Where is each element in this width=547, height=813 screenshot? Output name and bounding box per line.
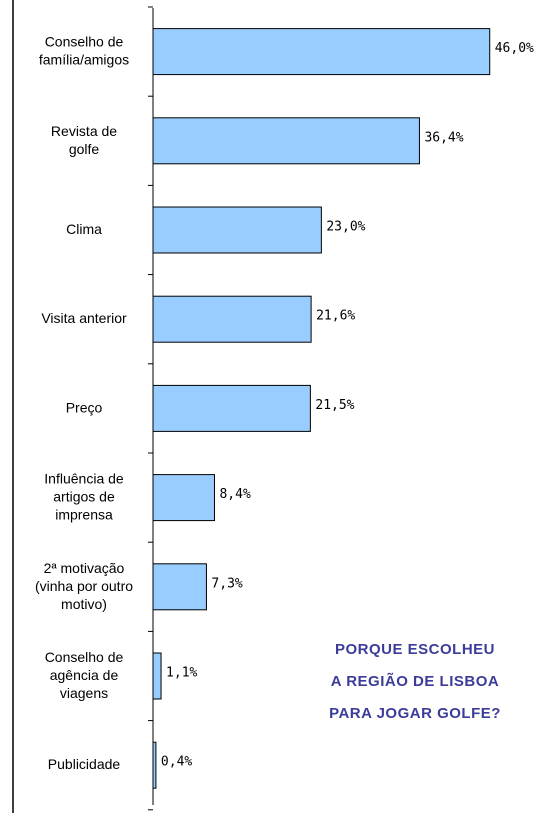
annotation: PORQUE ESCOLHEU — [335, 641, 495, 658]
category-label: Revista de golfe — [51, 123, 117, 157]
bar — [152, 295, 312, 343]
bar — [152, 474, 215, 522]
bar — [152, 652, 162, 700]
value-label: 1,1% — [166, 666, 197, 681]
category-label: Publicidade — [48, 756, 121, 772]
category-label: Influência de artigos de imprensa — [44, 470, 124, 522]
category-label: Conselho de família/amigos — [39, 33, 129, 67]
category-label: Conselho de agência de viagens — [45, 649, 124, 701]
value-label: 0,4% — [161, 755, 192, 770]
value-label: 7,3% — [211, 576, 242, 591]
bar — [152, 384, 311, 432]
bar — [152, 206, 322, 254]
value-label: 21,5% — [315, 398, 354, 413]
bar — [152, 563, 207, 611]
value-label: 8,4% — [219, 487, 250, 502]
value-label: 23,0% — [326, 220, 365, 235]
category-label: 2ª motivação (vinha por outro motivo) — [35, 560, 133, 612]
category-label: Clima — [66, 221, 102, 237]
bar — [152, 741, 157, 789]
category-label: Visita anterior — [41, 310, 127, 326]
annotation: A REGIÃO DE LISBOA — [331, 672, 499, 690]
value-label: 21,6% — [316, 309, 355, 324]
value-label: 46,0% — [495, 41, 534, 56]
bar — [152, 117, 420, 165]
bar — [152, 28, 491, 76]
annotation: PARA JOGAR GOLFE? — [329, 705, 501, 722]
category-label: Preço — [66, 399, 103, 415]
value-label: 36,4% — [424, 130, 463, 145]
